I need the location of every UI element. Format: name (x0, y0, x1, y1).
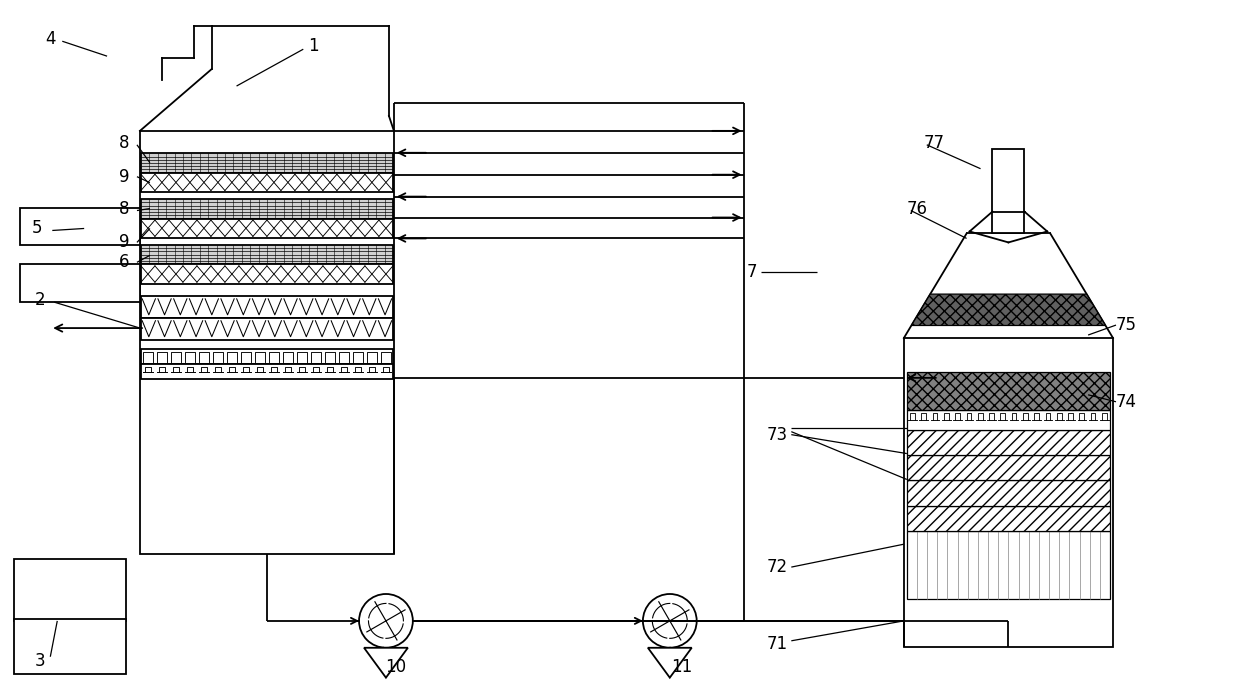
Bar (906, 455, 1110, 480)
Bar (141, 318, 393, 340)
Bar (141, 296, 393, 318)
Text: 72: 72 (766, 558, 787, 576)
Bar (906, 430, 1110, 455)
Polygon shape (365, 648, 408, 678)
Bar (141, 199, 393, 219)
Text: 8: 8 (119, 199, 129, 217)
Text: 74: 74 (1116, 393, 1136, 411)
Text: 73: 73 (766, 426, 787, 444)
Bar (15, 559, 126, 621)
Text: 3: 3 (35, 652, 46, 670)
Text: 6: 6 (119, 253, 129, 271)
Polygon shape (911, 294, 1106, 326)
Text: 11: 11 (671, 658, 692, 676)
Text: 76: 76 (906, 199, 928, 217)
Bar (141, 219, 393, 238)
Text: 2: 2 (35, 291, 46, 309)
Bar (141, 364, 393, 379)
Text: 71: 71 (766, 635, 787, 653)
Bar (20, 264, 140, 302)
Text: 9: 9 (119, 168, 129, 186)
Text: 8: 8 (119, 134, 129, 152)
Text: 10: 10 (386, 658, 407, 676)
Bar (141, 245, 393, 264)
Bar (141, 349, 393, 364)
Bar (141, 172, 393, 192)
Text: 1: 1 (308, 37, 319, 55)
Bar (140, 131, 394, 554)
Bar (906, 480, 1110, 506)
Polygon shape (647, 648, 692, 678)
Bar (15, 619, 126, 673)
Text: 5: 5 (32, 219, 42, 237)
Bar (904, 338, 1114, 647)
Text: 75: 75 (1116, 316, 1136, 334)
Bar (906, 531, 1110, 599)
Bar (141, 153, 393, 172)
Bar (906, 372, 1110, 410)
Bar (141, 264, 393, 284)
Bar (906, 410, 1110, 430)
Bar (992, 149, 1024, 233)
Bar (906, 506, 1110, 531)
Text: 77: 77 (924, 134, 944, 152)
Bar (20, 208, 140, 246)
Text: 7: 7 (746, 264, 756, 282)
Text: 9: 9 (119, 233, 129, 251)
Text: 4: 4 (45, 30, 56, 48)
